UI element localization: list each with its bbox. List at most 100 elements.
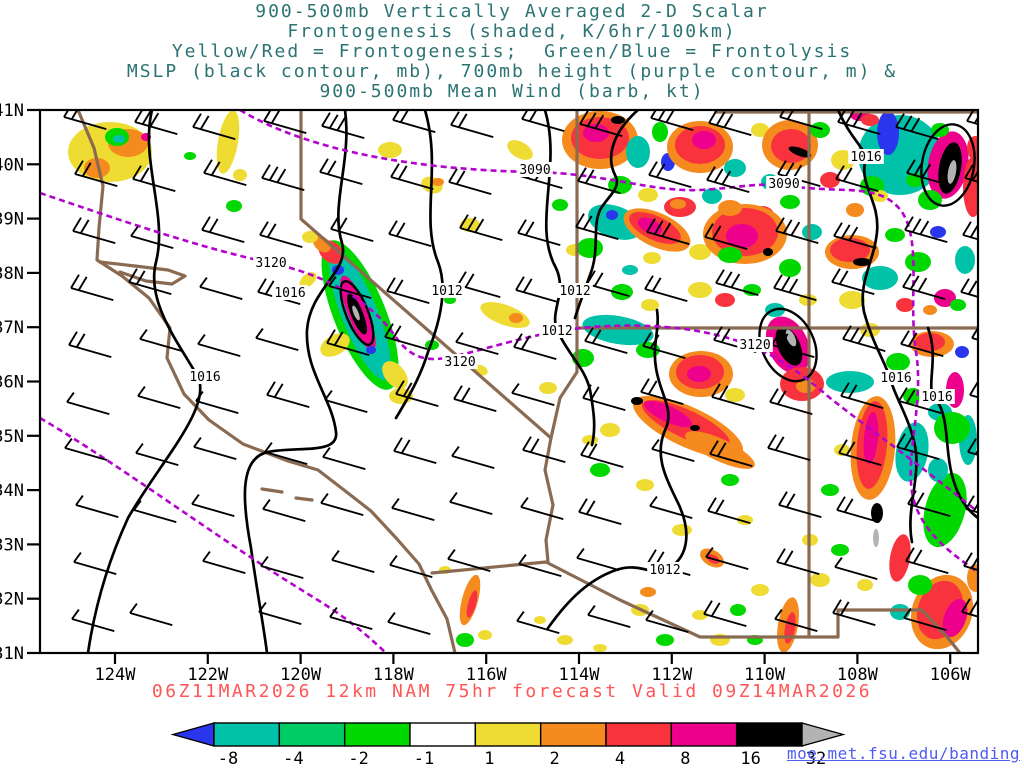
title-line: 900-500mb Vertically Averaged 2-D Scalar bbox=[255, 1, 769, 22]
frontogenesis-blob bbox=[600, 423, 620, 437]
colorbar-label: -8 bbox=[218, 749, 238, 768]
wind-barb bbox=[708, 110, 752, 137]
wind-barb bbox=[132, 165, 176, 193]
wind-barb bbox=[904, 216, 948, 244]
frontogenesis-blob bbox=[923, 305, 937, 315]
frontogenesis-blob bbox=[638, 188, 658, 202]
colorbar-segment bbox=[213, 722, 281, 747]
lat-tick-label: 37N bbox=[0, 318, 24, 338]
wind-barb bbox=[898, 387, 942, 415]
frontogenesis-blob bbox=[890, 604, 910, 620]
frontogenesis-blob bbox=[216, 110, 240, 174]
wind-barb bbox=[704, 223, 748, 251]
wind-barbs-layer bbox=[63, 110, 978, 636]
frontogenesis-blob bbox=[631, 397, 643, 405]
contour-label: 3120 bbox=[444, 355, 475, 370]
wind-barb bbox=[387, 611, 431, 636]
wind-barb bbox=[135, 442, 179, 467]
wind-barb bbox=[329, 606, 373, 631]
wind-barb bbox=[192, 113, 236, 141]
wind-barb bbox=[963, 552, 978, 580]
wind-barb bbox=[195, 390, 239, 415]
contour-label: 1012 bbox=[649, 563, 680, 578]
frontogenesis-blob bbox=[626, 136, 650, 168]
wind-barb bbox=[322, 446, 366, 471]
wind-barb bbox=[715, 269, 759, 297]
colorbar-segment bbox=[343, 722, 411, 747]
lat-tick-label: 39N bbox=[0, 210, 24, 230]
wind-barb bbox=[392, 110, 436, 134]
wind-barb bbox=[73, 551, 117, 576]
state-border bbox=[549, 110, 579, 440]
wind-barb bbox=[576, 547, 620, 572]
wind-barb bbox=[971, 324, 978, 352]
height-contour bbox=[239, 110, 978, 574]
contour-label-box bbox=[919, 389, 955, 404]
frontogenesis-blob bbox=[641, 299, 659, 311]
banding-site-link[interactable]: moe.met.fsu.edu/banding bbox=[786, 744, 1020, 763]
lat-tick-label: 41N bbox=[0, 101, 24, 121]
wind-barb bbox=[831, 268, 875, 296]
wind-barb bbox=[320, 492, 364, 517]
frontogenesis-blob bbox=[839, 291, 865, 309]
contour-label: 1016 bbox=[274, 286, 305, 301]
wind-barb bbox=[139, 328, 183, 353]
colorbar-segment bbox=[409, 722, 477, 747]
frontogenesis-blob bbox=[885, 228, 905, 242]
frontogenesis-blob bbox=[590, 463, 610, 477]
frontogenesis-blob bbox=[302, 231, 318, 243]
frontogenesis-blob bbox=[826, 371, 874, 393]
wind-barb bbox=[64, 437, 108, 462]
title-line: Yellow/Red = Frontogenesis; Green/Blue =… bbox=[171, 41, 853, 62]
lon-tick-label: 118W bbox=[373, 665, 415, 685]
frontogenesis-blob bbox=[534, 616, 546, 624]
wind-barb bbox=[903, 607, 947, 632]
wind-barb bbox=[774, 608, 818, 633]
frontogenesis-blob bbox=[934, 289, 956, 307]
wind-barb bbox=[263, 110, 307, 135]
wind-barb bbox=[331, 549, 375, 574]
frontogenesis-blob bbox=[593, 644, 607, 652]
frontogenesis-blob bbox=[606, 210, 618, 220]
contour-labels-layer: 1016 1012 1012 1012 1016 1012 1016 1016 1016 3090… bbox=[187, 149, 955, 578]
wind-barb bbox=[255, 327, 299, 352]
wind-barb bbox=[71, 608, 115, 633]
contour-label-box bbox=[429, 283, 465, 298]
colorbar-segment bbox=[605, 722, 673, 747]
frontogenesis-blob bbox=[611, 116, 625, 124]
mslp-contour bbox=[546, 308, 688, 630]
wind-barb bbox=[197, 333, 241, 358]
wind-barb bbox=[582, 384, 626, 412]
frontogenesis-blob bbox=[871, 503, 883, 523]
frontogenesis-blob bbox=[478, 630, 492, 640]
frontogenesis-blob bbox=[853, 258, 871, 266]
wind-barb bbox=[260, 555, 304, 580]
contour-label: 1016 bbox=[850, 150, 881, 165]
colorbar-label: 1 bbox=[484, 749, 494, 768]
wind-barb bbox=[907, 490, 951, 518]
frontogenesis-blob bbox=[233, 169, 247, 181]
wind-barb bbox=[962, 221, 978, 249]
frontogenesis-blob bbox=[788, 146, 812, 158]
wind-barb bbox=[642, 332, 686, 360]
frontogenesis-blob bbox=[725, 388, 745, 402]
frontogenesis-blob bbox=[689, 244, 711, 260]
wind-barb bbox=[453, 385, 497, 413]
wind-barb bbox=[842, 325, 886, 353]
frontogenesis-blob bbox=[928, 458, 948, 482]
lon-tick-label: 112W bbox=[651, 665, 693, 685]
wind-barb bbox=[201, 216, 245, 244]
frontogenesis-blob bbox=[652, 122, 668, 142]
lat-tick-label: 35N bbox=[0, 427, 24, 447]
mslp-contour-ring bbox=[339, 280, 375, 346]
wind-barb bbox=[773, 274, 817, 302]
frontogenesis-blob bbox=[539, 382, 557, 394]
frontogenesis-blob bbox=[382, 361, 408, 389]
wind-barb bbox=[902, 273, 946, 301]
frontogenesis-blob bbox=[810, 122, 830, 138]
frontogenesis-blob bbox=[507, 140, 533, 160]
wind-barb bbox=[840, 382, 884, 410]
frontogenesis-blob bbox=[687, 366, 711, 382]
